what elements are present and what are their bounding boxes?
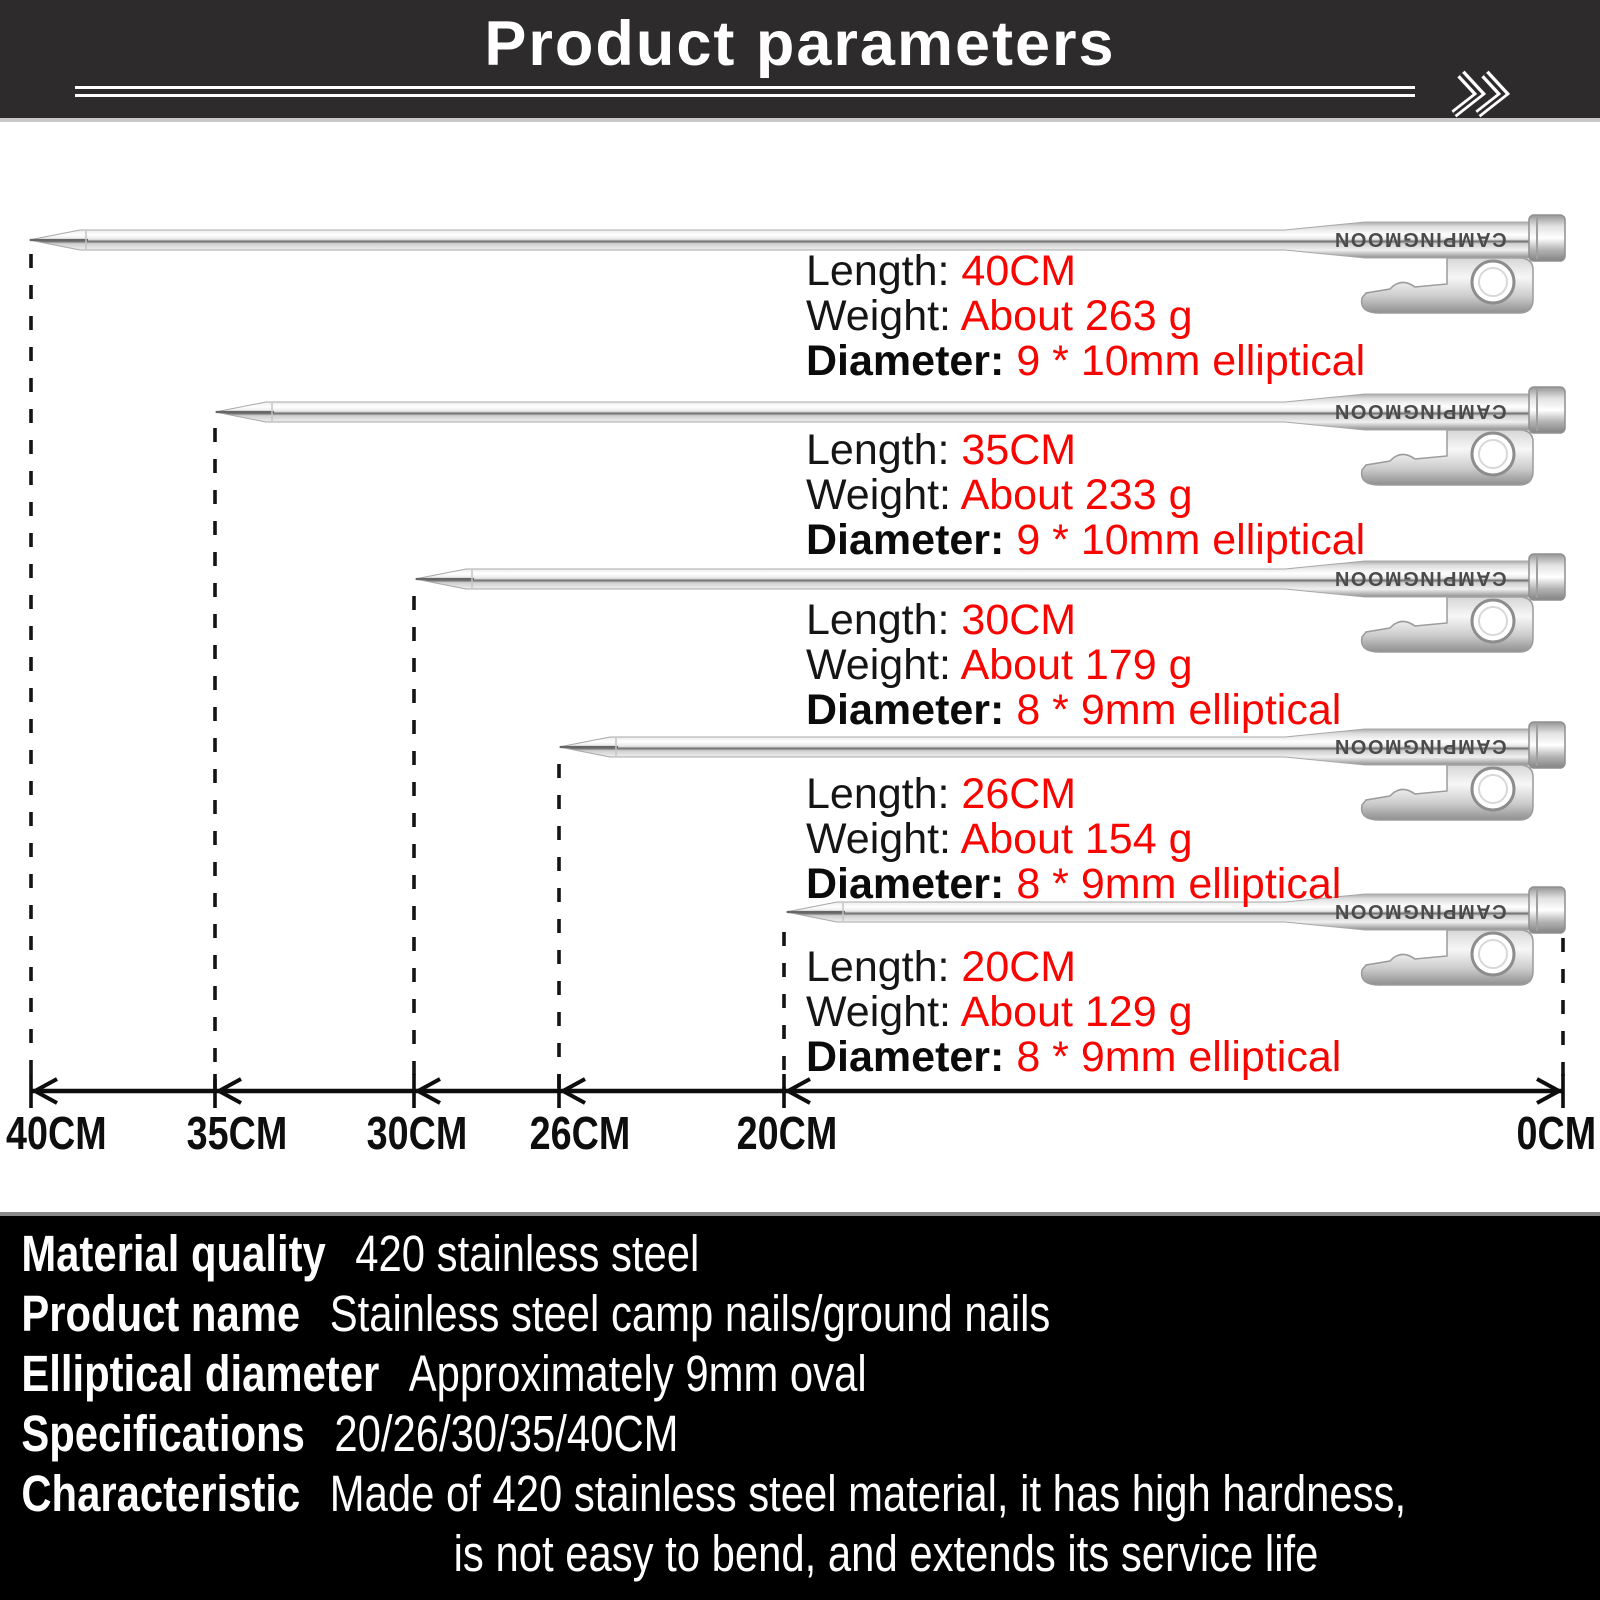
detail-row-characteristic: Characteristic Made of 420 stainless ste… [0,1464,1600,1524]
detail-row-specifications: Specifications 20/26/30/35/40CM [0,1404,1600,1464]
length-label: Length: [806,247,950,295]
weight-label: Weight: [806,292,951,340]
diameter-label: Diameter: [806,686,1005,734]
stake-image-26cm: CAMPINGMOON [558,721,1566,821]
detail-row-elliptical-diameter: Elliptical diameter Approximately 9mm ov… [0,1344,1600,1404]
weight-value: About 179 g [960,641,1193,689]
diameter-label: Diameter: [806,1033,1005,1081]
scale-label-20cm: 20CM [736,1107,838,1159]
diameter-value: 8 * 9mm elliptical [1016,686,1342,734]
diameter-value: 9 * 10mm elliptical [1016,337,1366,385]
length-label: Length: [806,770,950,818]
brand-text: CAMPINGMOON [1333,735,1506,757]
length-row: Length: 30CM [806,598,1341,643]
scale-label-26cm: 26CM [529,1107,631,1159]
detail-row-product-name: Product name Stainless steel camp nails/… [0,1284,1600,1344]
diameter-row: Diameter: 9 * 10mm elliptical [806,518,1365,563]
length-row: Length: 35CM [806,428,1365,473]
diameter-row: Diameter: 8 * 9mm elliptical [806,688,1341,733]
weight-row: Weight: About 233 g [806,473,1365,518]
length-label: Length: [806,596,950,644]
scale-label-0cm: 0CM [1516,1107,1596,1159]
detail-label: Material quality [21,1225,326,1282]
weight-label: Weight: [806,471,951,519]
length-value: 20CM [961,943,1077,991]
weight-row: Weight: About 263 g [806,294,1365,339]
length-value: 40CM [961,247,1077,295]
brand-text: CAMPINGMOON [1333,900,1506,922]
detail-value: Stainless steel camp nails/ground nails [329,1285,1051,1342]
stake-image-35cm: CAMPINGMOON [214,386,1566,486]
brand-text: CAMPINGMOON [1333,228,1506,250]
diameter-row: Diameter: 8 * 9mm elliptical [806,862,1341,907]
weight-value: About 263 g [960,292,1193,340]
brand-text: CAMPINGMOON [1333,400,1506,422]
diameter-row: Diameter: 8 * 9mm elliptical [806,1035,1341,1080]
brand-text: CAMPINGMOON [1333,567,1506,589]
detail-label: Specifications [21,1405,305,1462]
detail-value: 420 stainless steel [355,1225,700,1282]
length-row: Length: 20CM [806,945,1341,990]
detail-value: 20/26/30/35/40CM [334,1405,679,1462]
diameter-row: Diameter: 9 * 10mm elliptical [806,339,1365,384]
stake-image-30cm: CAMPINGMOON [414,553,1566,653]
detail-value: Approximately 9mm oval [408,1345,867,1402]
spec-block-40cm: Length: 40CM Weight: About 263 g Diamete… [806,249,1365,384]
double-chevron-right-icon [1451,70,1511,118]
weight-row: Weight: About 129 g [806,990,1341,1035]
scale-label-35cm: 35CM [186,1107,288,1159]
diameter-value: 8 * 9mm elliptical [1016,860,1342,908]
spec-block-26cm: Length: 26CM Weight: About 154 g Diamete… [806,772,1341,907]
detail-label: Product name [21,1285,301,1342]
length-value: 30CM [961,596,1077,644]
characteristic-continuation: is not easy to bend, and extends its ser… [453,1525,1319,1582]
length-label: Length: [806,426,950,474]
header-bottom-edge [0,118,1600,122]
diameter-value: 9 * 10mm elliptical [1016,516,1366,564]
weight-value: About 129 g [960,988,1193,1036]
weight-row: Weight: About 179 g [806,643,1341,688]
spec-block-30cm: Length: 30CM Weight: About 179 g Diamete… [806,598,1341,733]
weight-label: Weight: [806,988,951,1036]
weight-label: Weight: [806,641,951,689]
stake-image-40cm: CAMPINGMOON [28,214,1566,314]
header-double-rule [75,86,1415,97]
weight-value: About 154 g [960,815,1193,863]
diameter-value: 8 * 9mm elliptical [1016,1033,1342,1081]
weight-label: Weight: [806,815,951,863]
length-value: 26CM [961,770,1077,818]
weight-row: Weight: About 154 g [806,817,1341,862]
diameter-label: Diameter: [806,337,1005,385]
spec-block-35cm: Length: 35CM Weight: About 233 g Diamete… [806,428,1365,563]
length-value: 35CM [961,426,1077,474]
page-title: Product parameters [484,9,1116,79]
stake-image-20cm: CAMPINGMOON [785,886,1566,986]
detail-row-material: Material quality 420 stainless steel [0,1224,1600,1284]
diameter-label: Diameter: [806,860,1005,908]
spec-block-20cm: Length: 20CM Weight: About 129 g Diamete… [806,945,1341,1080]
length-label: Length: [806,943,950,991]
scale-label-30cm: 30CM [366,1107,468,1159]
detail-label: Elliptical diameter [21,1345,380,1402]
details-panel: Material quality 420 stainless steel Pro… [0,1212,1600,1600]
detail-label: Characteristic [21,1465,301,1522]
detail-value: Made of 420 stainless steel material, it… [329,1465,1407,1522]
length-row: Length: 26CM [806,772,1341,817]
diameter-label: Diameter: [806,516,1005,564]
header-bar: Product parameters [0,0,1600,118]
length-row: Length: 40CM [806,249,1365,294]
scale-label-40cm: 40CM [6,1107,107,1159]
weight-value: About 233 g [960,471,1193,519]
